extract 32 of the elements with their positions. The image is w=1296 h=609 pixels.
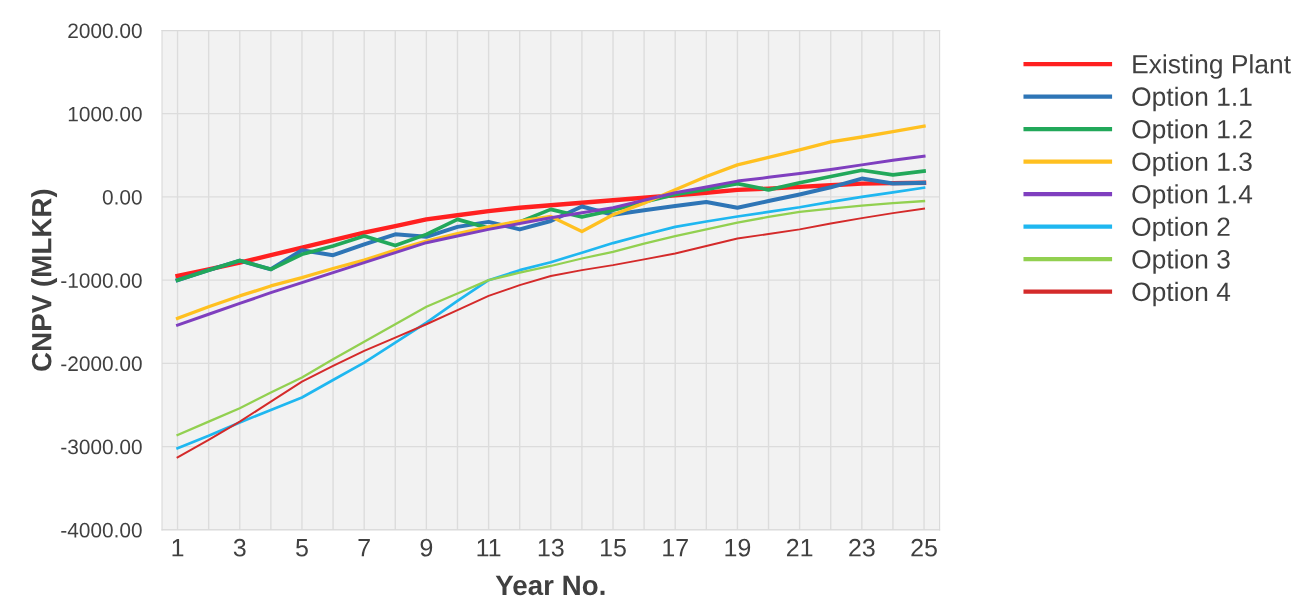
y-axis-title: CNPV (MLKR) bbox=[31, 189, 58, 371]
y-tick-label: -1000.00 bbox=[61, 273, 142, 288]
legend-label: Option 3 bbox=[1132, 249, 1230, 274]
legend-label: Option 4 bbox=[1132, 281, 1231, 307]
legend-label: Existing Plant bbox=[1133, 54, 1291, 79]
x-tick-label: 17 bbox=[663, 539, 688, 557]
y-tick-label: 1000.00 bbox=[68, 106, 142, 122]
x-tick-label: 25 bbox=[911, 538, 937, 557]
y-tick-label: 2000.00 bbox=[68, 23, 142, 39]
x-axis-title: Year No. bbox=[495, 575, 605, 596]
y-tick-label: -4000.00 bbox=[61, 522, 142, 538]
legend-label: Option 1.4 bbox=[1132, 184, 1253, 209]
legend-label: Option 1.3 bbox=[1132, 151, 1252, 177]
x-tick-label: 13 bbox=[538, 538, 564, 557]
x-tick-label: 21 bbox=[786, 538, 813, 557]
line-series bbox=[175, 124, 926, 321]
legend-label: Option 1.1 bbox=[1132, 86, 1252, 112]
x-tick-label: 5 bbox=[296, 539, 308, 557]
x-tick-label: 15 bbox=[601, 539, 626, 557]
x-tick-label: 11 bbox=[477, 539, 501, 557]
x-tick-label: 1 bbox=[172, 539, 184, 557]
legend-label: Option 2 bbox=[1132, 216, 1230, 242]
x-tick-label: 7 bbox=[358, 539, 370, 557]
x-tick-label: 9 bbox=[420, 538, 433, 557]
y-tick-label: 0.00 bbox=[102, 189, 142, 205]
legend-label: Option 1.2 bbox=[1132, 119, 1252, 144]
x-tick-label: 3 bbox=[233, 538, 246, 557]
y-tick-label: -2000.00 bbox=[61, 356, 142, 372]
x-tick-label: 19 bbox=[725, 538, 751, 557]
line-series bbox=[176, 154, 926, 327]
y-tick-label: -3000.00 bbox=[61, 439, 142, 455]
x-tick-label: 23 bbox=[849, 538, 875, 557]
